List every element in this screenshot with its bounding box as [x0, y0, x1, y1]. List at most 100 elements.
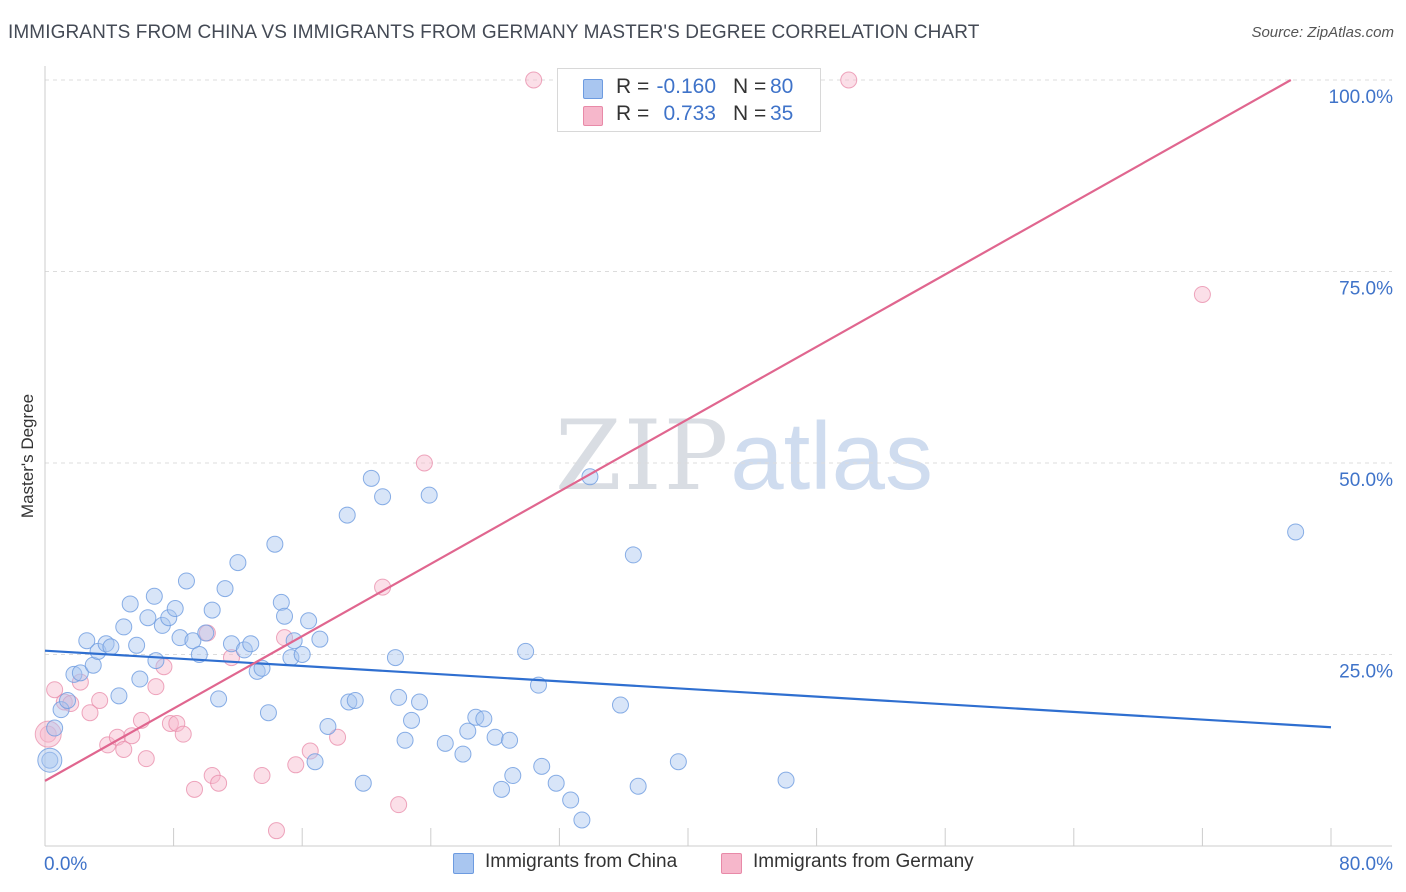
china-point	[533, 757, 551, 775]
china-point	[147, 652, 165, 670]
chart-title: IMMIGRANTS FROM CHINA VS IMMIGRANTS FROM…	[8, 22, 980, 43]
china-point	[52, 701, 70, 719]
germany-swatch	[583, 106, 603, 126]
germany-point	[210, 774, 228, 792]
r-label: R =	[616, 75, 650, 98]
germany-point	[62, 695, 80, 713]
china-point	[184, 632, 202, 650]
china-point	[517, 642, 535, 660]
china-point	[396, 731, 414, 749]
china-point	[272, 593, 290, 611]
n-value: 80	[770, 75, 794, 98]
r-value: -0.160	[656, 75, 716, 98]
germany-point	[415, 454, 433, 472]
germany-trend-line	[44, 79, 1292, 782]
china-point	[300, 612, 318, 630]
n-label: N =	[733, 102, 767, 125]
china-point	[210, 690, 228, 708]
china-point	[190, 646, 208, 663]
trend-lines	[44, 79, 1332, 782]
germany-point	[174, 725, 192, 743]
germany-point	[329, 728, 347, 746]
china-point	[362, 469, 380, 487]
china-point	[411, 693, 429, 711]
china-point	[504, 767, 522, 785]
legend-label: Immigrants from Germany	[753, 851, 974, 872]
china-point	[166, 600, 184, 618]
china-point	[403, 711, 421, 729]
tick-labels: 25.0% 50.0% 75.0% 100.0% 0.0% 80.0%	[44, 87, 1393, 875]
germany-point	[287, 756, 305, 774]
china-point	[624, 546, 642, 564]
china-points	[37, 468, 1305, 829]
china-point	[311, 630, 329, 648]
germany-point	[161, 714, 179, 732]
china-point	[139, 609, 157, 627]
germany-point	[34, 720, 62, 748]
china-point	[71, 664, 89, 682]
china-point	[1287, 523, 1305, 541]
watermark-zip: ZIP	[555, 400, 731, 512]
china-point	[266, 535, 284, 553]
china-point	[160, 609, 178, 627]
china-point	[390, 688, 408, 706]
china-point	[177, 572, 195, 590]
germany-point	[840, 71, 858, 89]
germany-swatch	[721, 853, 742, 874]
watermark: ZIPatlas	[555, 400, 933, 512]
china-point	[340, 693, 358, 711]
china-point	[420, 486, 438, 504]
china-point	[547, 774, 565, 792]
china-point	[242, 635, 260, 653]
china-point	[354, 774, 372, 792]
china-point	[110, 687, 128, 705]
germany-point	[168, 714, 186, 732]
china-point	[78, 632, 96, 650]
china-point	[459, 722, 477, 740]
china-point	[65, 665, 83, 683]
germany-point	[267, 822, 285, 840]
germany-point	[525, 71, 543, 89]
china-point	[229, 554, 247, 572]
germany-point	[91, 691, 109, 709]
china-point	[145, 587, 163, 605]
n-value: 35	[770, 102, 794, 125]
china-point	[475, 710, 493, 728]
watermark-atlas: atlas	[730, 403, 933, 510]
china-trend-line	[44, 649, 1332, 729]
china-point	[276, 607, 294, 625]
china-point	[115, 618, 133, 636]
china-point	[486, 728, 504, 746]
china-swatch	[453, 853, 474, 874]
germany-point	[253, 767, 271, 785]
china-point	[97, 635, 115, 653]
china-point	[216, 580, 234, 598]
china-point	[46, 719, 64, 737]
china-point	[102, 638, 120, 656]
germany-point	[137, 750, 155, 768]
china-point	[306, 753, 324, 771]
germany-point	[115, 740, 133, 758]
x-tick-label: 0.0%	[44, 854, 87, 875]
china-point	[128, 636, 146, 654]
legend-row-germany: R = 0.733 N = 35	[558, 100, 820, 128]
china-point	[37, 747, 63, 773]
china-point	[121, 595, 139, 613]
china-point	[629, 777, 647, 795]
china-point	[501, 731, 519, 749]
r-value: 0.733	[663, 102, 716, 125]
china-point	[338, 506, 356, 524]
china-point	[374, 488, 392, 506]
china-point	[259, 704, 277, 722]
china-point	[454, 745, 472, 763]
r-label: R =	[616, 102, 650, 125]
germany-point	[46, 681, 64, 699]
china-point	[493, 780, 511, 798]
germany-point	[301, 742, 319, 760]
china-point	[235, 641, 253, 659]
china-point	[669, 753, 687, 771]
correlation-legend: R = -0.160 N = 80 R = 0.733 N = 35	[557, 68, 821, 132]
germany-point	[390, 796, 408, 814]
china-point	[611, 696, 629, 714]
